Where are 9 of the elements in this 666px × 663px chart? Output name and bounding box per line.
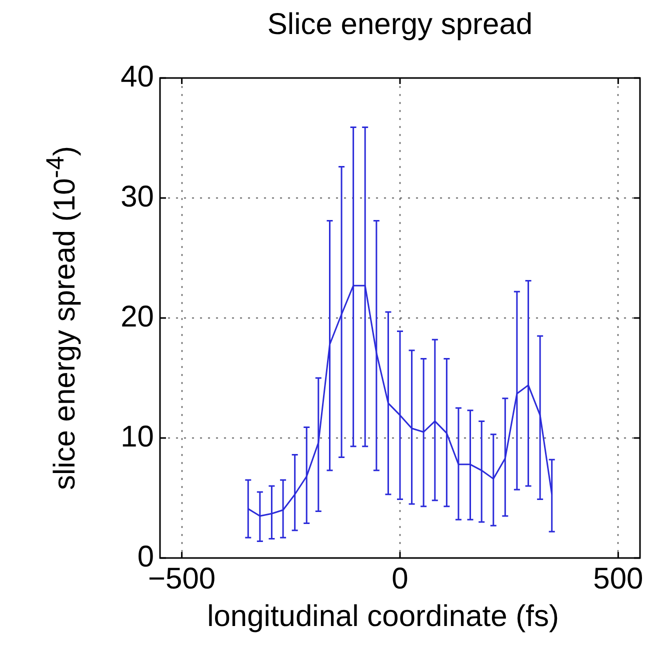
y-tick-label: 10 bbox=[120, 420, 154, 454]
chart-title: Slice energy spread bbox=[266, 8, 534, 42]
y-tick-label: 40 bbox=[120, 60, 154, 94]
y-tick-label: 20 bbox=[120, 300, 154, 334]
y-tick-label: 0 bbox=[137, 540, 154, 574]
x-tick-label: 500 bbox=[593, 562, 644, 596]
x-tick-label: 0 bbox=[392, 562, 408, 596]
y-tick-label: 30 bbox=[120, 180, 154, 214]
x-axis-title: longitudinal coordinate (fs) bbox=[206, 600, 560, 634]
